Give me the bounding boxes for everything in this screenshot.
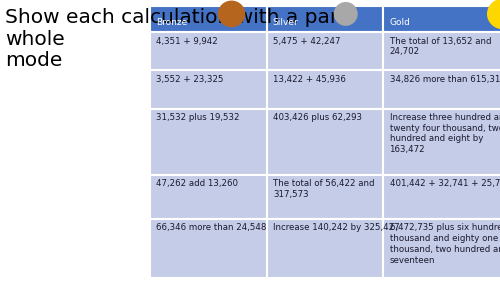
Text: 401,442 + 32,741 + 25,714: 401,442 + 32,741 + 25,714 — [390, 180, 500, 189]
FancyBboxPatch shape — [150, 32, 266, 71]
FancyBboxPatch shape — [150, 219, 266, 278]
Text: 34,826 more than 615,312: 34,826 more than 615,312 — [390, 75, 500, 84]
Text: 66,346 more than 24,548: 66,346 more than 24,548 — [156, 223, 267, 232]
FancyBboxPatch shape — [150, 108, 266, 175]
Text: The total of 13,652 and
24,702: The total of 13,652 and 24,702 — [390, 37, 491, 56]
FancyBboxPatch shape — [266, 219, 383, 278]
Text: Increase 140,242 by 325,427: Increase 140,242 by 325,427 — [273, 223, 400, 232]
Text: 6,472,735 plus six hundred
thousand and eighty one
thousand, two hundred and
sev: 6,472,735 plus six hundred thousand and … — [390, 223, 500, 265]
Text: Gold: Gold — [389, 18, 410, 27]
FancyBboxPatch shape — [383, 175, 500, 219]
Ellipse shape — [334, 2, 357, 26]
Text: 47,262 add 13,260: 47,262 add 13,260 — [156, 180, 238, 189]
Text: Show each calculation with a part-
whole
mode: Show each calculation with a part- whole… — [5, 8, 354, 70]
FancyBboxPatch shape — [383, 71, 500, 108]
Text: 5,475 + 42,247: 5,475 + 42,247 — [273, 37, 340, 46]
FancyBboxPatch shape — [266, 6, 383, 32]
Text: Increase three hundred and
twenty four thousand, two
hundred and eight by
163,47: Increase three hundred and twenty four t… — [390, 113, 500, 154]
Text: 13,422 + 45,936: 13,422 + 45,936 — [273, 75, 346, 84]
FancyBboxPatch shape — [150, 6, 266, 32]
FancyBboxPatch shape — [266, 71, 383, 108]
FancyBboxPatch shape — [266, 108, 383, 175]
FancyBboxPatch shape — [383, 108, 500, 175]
Text: 4,351 + 9,942: 4,351 + 9,942 — [156, 37, 218, 46]
FancyBboxPatch shape — [383, 219, 500, 278]
FancyBboxPatch shape — [266, 32, 383, 71]
FancyBboxPatch shape — [266, 175, 383, 219]
Text: 3,552 + 23,325: 3,552 + 23,325 — [156, 75, 224, 84]
FancyBboxPatch shape — [383, 6, 500, 32]
FancyBboxPatch shape — [383, 32, 500, 71]
Text: 31,532 plus 19,532: 31,532 plus 19,532 — [156, 113, 240, 122]
Text: Bronze: Bronze — [156, 18, 187, 27]
Text: Silver: Silver — [272, 18, 298, 27]
FancyBboxPatch shape — [150, 175, 266, 219]
Text: 403,426 plus 62,293: 403,426 plus 62,293 — [273, 113, 362, 122]
FancyBboxPatch shape — [150, 71, 266, 108]
Text: The total of 56,422 and
317,573: The total of 56,422 and 317,573 — [273, 180, 374, 199]
Ellipse shape — [218, 1, 246, 27]
Ellipse shape — [487, 0, 500, 30]
